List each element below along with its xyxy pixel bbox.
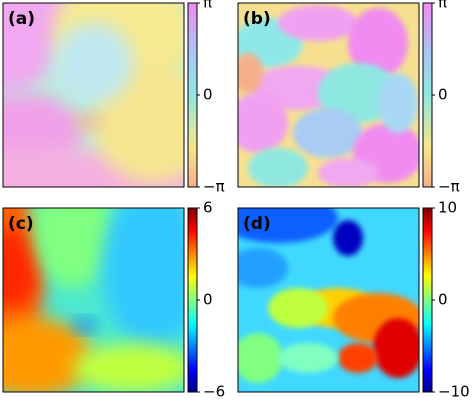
field-blob [103, 208, 184, 348]
field-blob [378, 73, 418, 133]
panel-title: (c) [8, 214, 34, 234]
colorbar-tick-label: 0 [438, 86, 448, 104]
colorbar-tick-label: 0 [203, 291, 213, 309]
field-blob [74, 113, 102, 129]
colorbar-tick-label: π [203, 0, 212, 12]
field-blob [73, 343, 184, 392]
field-blob [238, 53, 263, 93]
panel-title: (a) [8, 9, 35, 29]
colorbar [422, 207, 433, 393]
field-blob [338, 343, 378, 373]
colorbar-tick-label: −π [203, 178, 225, 196]
field-blob [333, 220, 363, 256]
field-blob [278, 343, 338, 373]
colorbar-tick-label: 10 [438, 199, 457, 217]
heatmap-image [3, 3, 184, 187]
field-blob [238, 333, 283, 383]
panel-title: (d) [243, 214, 271, 234]
field-blob [238, 208, 338, 243]
field-blob [75, 319, 95, 331]
field-blob [268, 288, 328, 328]
panel-title: (b) [243, 9, 271, 29]
panel-frame [2, 2, 185, 188]
colorbar [187, 2, 198, 188]
field-blob [53, 23, 133, 103]
colorbar-tick-label: π [438, 0, 447, 12]
field-blob [238, 248, 288, 288]
field-blob [33, 208, 113, 288]
colorbar-tick-label: −10 [438, 383, 470, 401]
colorbar-tick-label: −π [438, 178, 460, 196]
colorbar [187, 207, 198, 393]
colorbar [422, 2, 433, 188]
heatmap-image [238, 208, 419, 392]
panel-frame [2, 207, 185, 393]
field-blob [348, 8, 408, 78]
panel-frame [237, 207, 420, 393]
field-blob [3, 228, 38, 308]
field-blob [3, 318, 93, 392]
field-blob [318, 158, 378, 187]
colorbar-tick-label: 0 [438, 291, 448, 309]
colorbar-tick-label: −6 [203, 383, 225, 401]
colorbar-tick-label: 0 [203, 86, 213, 104]
field-blob [318, 63, 398, 123]
field-blob [373, 318, 419, 378]
field-blob [238, 93, 288, 153]
field-blob [278, 5, 358, 41]
colorbar-tick-label: 6 [203, 199, 213, 217]
panel-frame [237, 2, 420, 188]
field-blob [248, 148, 308, 187]
heatmap-image [3, 208, 184, 392]
field-blob [293, 108, 363, 158]
heatmap-image [238, 3, 419, 187]
